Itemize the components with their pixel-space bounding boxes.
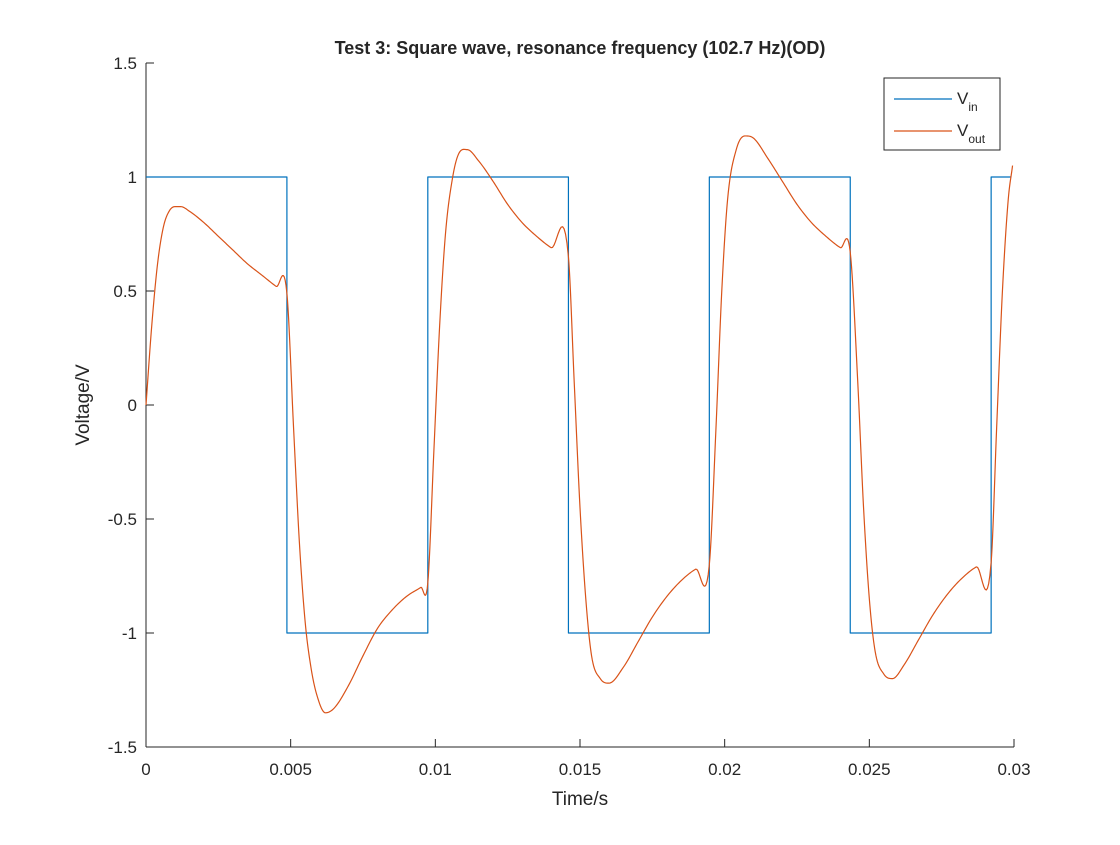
legend-label-main: V	[957, 121, 969, 140]
legend-entry-label: Vin	[957, 89, 978, 114]
x-tick-label: 0	[141, 760, 150, 779]
plot-area: 0 0.005 0.01 0.015 0.02 0.025 0.03 -1.5 -1 -0.5 0 0…	[108, 54, 1031, 779]
y-tick-label: 1.5	[113, 54, 137, 73]
x-tick-label: 0.02	[708, 760, 741, 779]
x-tick-label: 0.005	[269, 760, 312, 779]
y-tick-label: 0	[128, 396, 137, 415]
x-tick-label: 0.03	[997, 760, 1030, 779]
legend-entry-label: Vout	[957, 121, 986, 146]
x-axis-label: Time/s	[552, 789, 608, 810]
series-line-v-out	[145, 135, 1014, 714]
legend-label-main: V	[957, 89, 969, 108]
y-tick-label: -1	[122, 624, 137, 643]
series-line-v-in	[146, 176, 1012, 634]
legend-label-sub: in	[968, 100, 977, 114]
chart-title: Test 3: Square wave, resonance frequency…	[335, 38, 826, 58]
x-tick-label: 0.01	[419, 760, 452, 779]
y-tick-label: -1.5	[108, 738, 137, 757]
x-tick-label: 0.015	[559, 760, 602, 779]
x-tick-label: 0.025	[848, 760, 891, 779]
y-axis-label: Voltage/V	[73, 364, 94, 446]
y-tick-label: -0.5	[108, 510, 137, 529]
legend-box	[883, 77, 1001, 151]
y-tick-label: 1	[128, 168, 137, 187]
legend-label-sub: out	[968, 132, 985, 146]
y-tick-label: 0.5	[113, 282, 137, 301]
